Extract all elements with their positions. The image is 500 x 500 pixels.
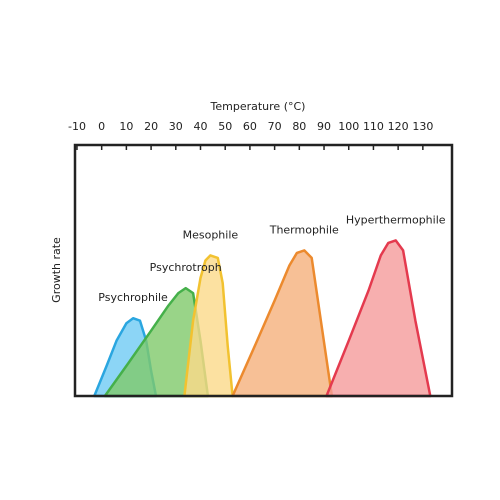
series-label: Mesophile: [183, 228, 239, 241]
x-tick-label: 60: [243, 120, 257, 133]
x-tick-label: 50: [218, 120, 232, 133]
x-tick-label: 120: [388, 120, 409, 133]
x-tick-label: 80: [292, 120, 306, 133]
x-tick-label: 110: [363, 120, 384, 133]
x-tick-label: 130: [412, 120, 433, 133]
series-label: Psychrotroph: [150, 261, 222, 274]
plot-frame: [73, 143, 454, 398]
growth-curve: [183, 254, 234, 398]
series-label: Psychrophile: [98, 291, 168, 304]
plot-area: [93, 239, 432, 398]
x-tick-label: 90: [317, 120, 331, 133]
x-tick-label: -10: [68, 120, 86, 133]
x-tick-label: 70: [268, 120, 282, 133]
x-tick-label: 40: [194, 120, 208, 133]
x-tick-label: 30: [169, 120, 183, 133]
x-tick-label: 20: [144, 120, 158, 133]
y-axis-title: Growth rate: [50, 237, 63, 303]
x-tick-label: 100: [338, 120, 359, 133]
growth-curve: [231, 249, 334, 398]
growth-curve: [325, 239, 432, 398]
series-label: Thermophile: [269, 223, 339, 236]
x-axis-title: Temperature (°C): [210, 100, 306, 113]
series-label: Hyperthermophile: [346, 213, 446, 226]
x-tick-label: 10: [119, 120, 133, 133]
x-tick-label: 0: [98, 120, 105, 133]
